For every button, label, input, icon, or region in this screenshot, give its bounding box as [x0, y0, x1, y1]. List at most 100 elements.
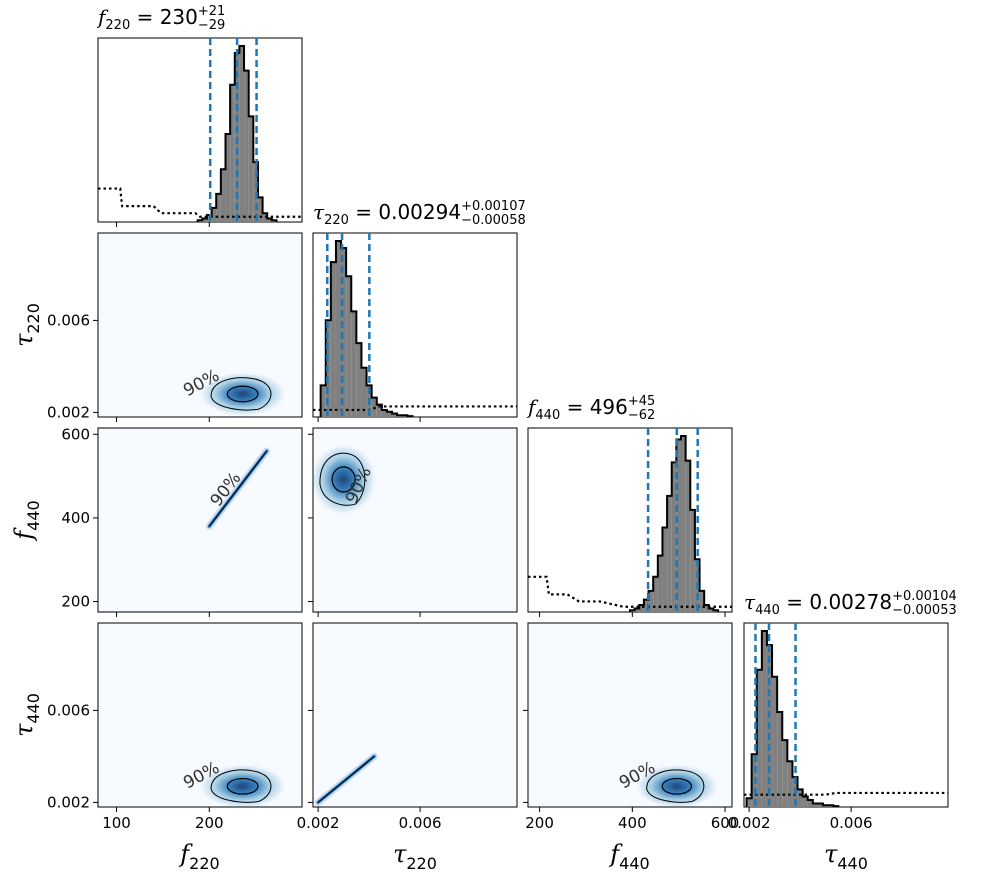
hist-bar — [248, 116, 254, 222]
hist-bar — [216, 193, 221, 222]
hist-bar — [202, 218, 207, 222]
hist-bar — [756, 669, 762, 807]
hist-bar — [230, 84, 235, 222]
panel-frame — [97, 37, 303, 223]
y-axis-label-f440: f440 — [10, 500, 43, 541]
panel-f440-tau440: 90% — [523, 622, 733, 812]
hist-bar — [225, 134, 231, 222]
hist-bar — [341, 248, 347, 417]
y-tick-label-tau220: 0.006 — [47, 311, 90, 329]
panel-tau220-f440: 90% — [308, 427, 518, 617]
hist-bar — [777, 711, 783, 807]
hist-bar — [267, 218, 272, 222]
prior-line — [528, 575, 732, 608]
y-tick-label-f440: 200 — [61, 593, 90, 611]
hist-bar — [657, 555, 663, 612]
hist-bar — [330, 262, 336, 417]
hist-bar — [653, 576, 658, 612]
hist-bar — [639, 604, 644, 612]
panel-frame — [527, 622, 733, 808]
hist-bar — [346, 276, 352, 417]
hist-outline — [629, 435, 720, 612]
hist-bar — [239, 46, 245, 222]
contour-inner — [226, 385, 259, 403]
y-axis-label-tau440: τ440 — [10, 693, 43, 737]
panel-f220-f440: 90% — [93, 427, 303, 617]
hist-bar — [708, 608, 714, 612]
panel-f220-hist: f220 = 230+21 −29 — [96, 4, 303, 227]
hist-bar — [361, 367, 367, 417]
y-tick-label-tau440: 0.002 — [47, 793, 90, 811]
hist-bar — [392, 413, 398, 417]
hist-outline — [745, 630, 840, 808]
panel-tau220-hist: τ220 = 0.00294+0.00107 −0.00058 — [312, 199, 526, 422]
hist-bar — [690, 509, 695, 612]
hist-bar — [356, 343, 362, 417]
x-axis-label-tau220: τ220 — [393, 840, 437, 873]
hist-bar — [751, 754, 757, 807]
hist-bar — [376, 404, 382, 417]
prior-line — [744, 791, 948, 796]
hist-bar — [772, 676, 778, 807]
panel-frame — [97, 232, 303, 418]
hist-bar — [746, 798, 752, 807]
contour-90 — [210, 769, 272, 803]
hist-bar — [211, 207, 217, 222]
contour-90 — [646, 769, 705, 803]
y-tick-label-f440: 400 — [61, 509, 90, 527]
hist-bar — [807, 799, 813, 807]
x-tick-label-f440: 200 — [525, 814, 554, 832]
hist-bar — [220, 169, 226, 222]
title-tau440: τ440 = 0.00278+0.00104 −0.00053 — [744, 589, 957, 618]
panel-background — [98, 428, 302, 612]
panel-frame — [97, 622, 303, 808]
hist-bar — [244, 70, 249, 222]
contour-90 — [319, 452, 366, 506]
panel-frame — [312, 622, 518, 808]
hist-bar — [782, 740, 788, 807]
hist-bar — [648, 590, 654, 612]
hist-bar — [335, 241, 342, 417]
hist-bar — [671, 462, 677, 612]
hist-bar — [812, 803, 818, 807]
y-tick-label-f440: 600 — [61, 425, 90, 443]
contour-90 — [317, 756, 375, 803]
hist-bar — [787, 761, 793, 807]
x-tick-label-f220: 100 — [102, 814, 131, 832]
hist-bar — [386, 411, 393, 417]
x-axis-label-tau440: τ440 — [824, 840, 868, 873]
hist-bar — [761, 631, 767, 807]
x-axis-label-f440: f440 — [608, 840, 649, 873]
contour-inner — [661, 777, 693, 795]
contour-90 — [210, 377, 272, 411]
density-blob — [313, 442, 378, 517]
y-tick-label-tau220: 0.002 — [47, 403, 90, 421]
x-tick-label-tau220: 0.006 — [399, 814, 442, 832]
hist-bar — [662, 527, 668, 612]
x-tick-label-f440: 600 — [711, 814, 740, 832]
panel-tau220-tau440 — [308, 622, 518, 812]
contour-inner — [331, 466, 356, 493]
panel-f220-tau220: 90% — [93, 232, 303, 422]
hist-bar — [704, 604, 709, 612]
hist-bar — [257, 197, 263, 222]
panel-tau440-hist: τ440 = 0.00278+0.00104 −0.00053 — [743, 589, 957, 812]
hist-bar — [262, 213, 268, 222]
hist-bar — [381, 409, 387, 417]
hist-bar — [676, 439, 681, 612]
hist-bar — [681, 436, 686, 612]
hist-bar — [634, 608, 640, 612]
x-tick-label-tau440: 0.006 — [830, 814, 873, 832]
title-tau220: τ220 = 0.00294+0.00107 −0.00058 — [313, 199, 526, 228]
hist-bar — [797, 789, 803, 807]
y-axis-label-tau220: τ220 — [10, 303, 43, 347]
panel-frame — [312, 427, 518, 613]
x-tick-label-tau440: 0.002 — [728, 814, 771, 832]
hist-bar — [685, 460, 691, 612]
panel-f440-hist: f440 = 496+45 −62 — [526, 394, 733, 617]
hist-outline — [319, 240, 414, 418]
hist-bar — [351, 311, 357, 417]
hist-bar — [699, 590, 705, 612]
hist-bar — [802, 796, 808, 807]
